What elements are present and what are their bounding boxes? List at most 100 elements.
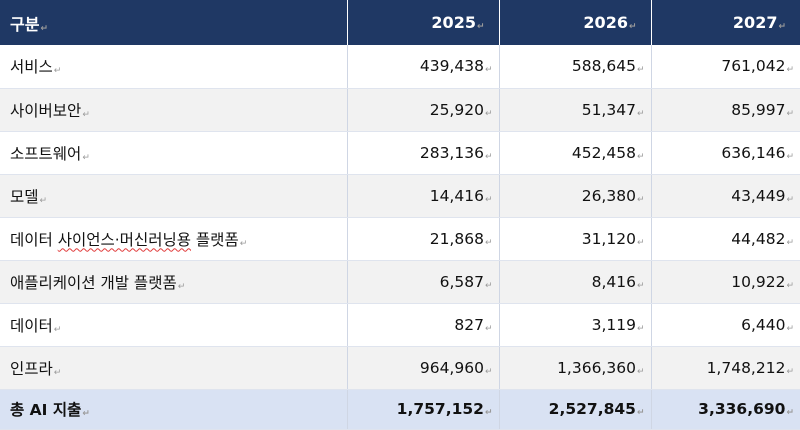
cell-value: 10,922 [731, 272, 786, 291]
paragraph-mark-icon: ↵ [636, 408, 645, 418]
cell-value: 21,868 [429, 229, 484, 248]
table-row: 사이버보안↵ 25,920↵ 51,347↵ 85,997↵ [0, 88, 800, 132]
total-label: 총 AI 지출↵ [0, 389, 348, 430]
paragraph-mark-icon: ↵ [636, 108, 645, 119]
table-row: 인프라↵ 964,960↵ 1,366,360↵ 1,748,212↵ [0, 346, 800, 390]
paragraph-mark-icon: ↵ [39, 195, 48, 206]
paragraph-mark-icon: ↵ [239, 238, 248, 249]
paragraph-mark-icon: ↵ [636, 280, 645, 291]
paragraph-mark-icon: ↵ [53, 324, 62, 335]
row-label: 데이터 사이언스·머신러닝용 플랫폼↵ [0, 217, 348, 261]
row-label-text: 인프라 [10, 359, 53, 378]
cell-value: 1,748,212 [706, 358, 786, 377]
cell-value: 8,416 [591, 272, 636, 291]
total-value: 3,336,690 [698, 400, 786, 418]
cell-value: 51,347 [581, 100, 636, 119]
paragraph-mark-icon: ↵ [484, 280, 493, 291]
paragraph-mark-icon: ↵ [82, 152, 90, 163]
cell-2025: 21,868↵ [347, 217, 500, 261]
paragraph-mark-icon: ↵ [484, 151, 493, 162]
row-label: 데이터↵ [0, 303, 348, 347]
cell-value: 26,380 [581, 186, 636, 205]
header-year-text: 2027 [732, 13, 778, 32]
row-label-text: 서비스 [10, 58, 53, 77]
cell-2025: 283,136↵ [347, 131, 500, 175]
table-body: 서비스↵ 439,438↵ 588,645↵ 761,042↵ 사이버보안↵ 2… [0, 45, 800, 430]
paragraph-mark-icon: ↵ [786, 408, 794, 418]
cell-value: 1,366,360 [557, 358, 636, 377]
cell-2026: 26,380↵ [499, 174, 652, 218]
cell-2026: 51,347↵ [499, 88, 652, 132]
cell-2027: 43,449↵ [651, 174, 800, 218]
paragraph-mark-icon: ↵ [786, 366, 794, 377]
cell-value: 761,042 [721, 57, 786, 76]
cell-value: 827 [454, 315, 484, 334]
cell-2026: 1,366,360↵ [499, 346, 652, 390]
cell-value: 3,119 [591, 315, 636, 334]
paragraph-mark-icon: ↵ [786, 65, 794, 76]
paragraph-mark-icon: ↵ [484, 194, 493, 205]
paragraph-mark-icon: ↵ [484, 237, 493, 248]
cell-2025: 439,438↵ [347, 45, 500, 89]
cell-2026: 3,119↵ [499, 303, 652, 347]
row-label: 사이버보안↵ [0, 88, 348, 132]
cell-value: 6,440 [741, 315, 786, 334]
cell-2027: 85,997↵ [651, 88, 800, 132]
row-label: 모델↵ [0, 174, 348, 218]
total-value: 2,527,845 [548, 400, 636, 418]
cell-2026: 8,416↵ [499, 260, 652, 304]
row-label: 인프라↵ [0, 346, 348, 390]
cell-value: 85,997 [731, 100, 786, 119]
paragraph-mark-icon: ↵ [786, 151, 794, 162]
cell-2025: 964,960↵ [347, 346, 500, 390]
paragraph-mark-icon: ↵ [53, 66, 62, 77]
cell-value: 439,438 [419, 57, 484, 76]
paragraph-mark-icon: ↵ [636, 65, 645, 76]
paragraph-mark-icon: ↵ [484, 408, 493, 418]
paragraph-mark-icon: ↵ [484, 65, 493, 76]
paragraph-mark-icon: ↵ [778, 22, 786, 32]
row-label-text: 데이터 [10, 230, 58, 249]
cell-2027: 10,922↵ [651, 260, 800, 304]
cell-2027: 44,482↵ [651, 217, 800, 261]
paragraph-mark-icon: ↵ [636, 323, 645, 334]
header-row: 구분↵ 2025↵ 2026↵ 2027↵ [0, 0, 800, 45]
paragraph-mark-icon: ↵ [82, 109, 90, 120]
cell-2025: 6,587↵ [347, 260, 500, 304]
total-value: 1,757,152 [396, 400, 484, 418]
row-label-text: 모델 [10, 187, 39, 206]
paragraph-mark-icon: ↵ [786, 108, 794, 119]
row-label-text: 사이버보안 [10, 101, 82, 120]
header-year-2025: 2025↵ [347, 0, 500, 45]
cell-value: 452,458 [571, 143, 636, 162]
cell-value: 44,482 [731, 229, 786, 248]
cell-2027: 761,042↵ [651, 45, 800, 89]
cell-value: 31,120 [581, 229, 636, 248]
paragraph-mark-icon: ↵ [40, 23, 48, 34]
table-row: 모델↵ 14,416↵ 26,380↵ 43,449↵ [0, 174, 800, 218]
cell-2027: 6,440↵ [651, 303, 800, 347]
row-label-text: 데이터 [10, 316, 53, 335]
cell-2026: 31,120↵ [499, 217, 652, 261]
cell-2025: 827↵ [347, 303, 500, 347]
row-label-text: 플랫폼 [191, 230, 239, 249]
header-category: 구분↵ [0, 0, 348, 45]
paragraph-mark-icon: ↵ [786, 323, 794, 334]
table-header: 구분↵ 2025↵ 2026↵ 2027↵ [0, 0, 800, 45]
paragraph-mark-icon: ↵ [636, 194, 645, 205]
paragraph-mark-icon: ↵ [786, 280, 794, 291]
paragraph-mark-icon: ↵ [636, 151, 645, 162]
header-category-text: 구분 [10, 14, 40, 34]
paragraph-mark-icon: ↵ [53, 367, 62, 378]
cell-value: 283,136 [419, 143, 484, 162]
total-2025: 1,757,152↵ [347, 389, 500, 430]
paragraph-mark-icon: ↵ [484, 108, 493, 119]
table-row: 데이터↵ 827↵ 3,119↵ 6,440↵ [0, 303, 800, 347]
cell-2027: 1,748,212↵ [651, 346, 800, 390]
paragraph-mark-icon: ↵ [82, 409, 90, 419]
table-row: 데이터 사이언스·머신러닝용 플랫폼↵ 21,868↵ 31,120↵ 44,4… [0, 217, 800, 261]
paragraph-mark-icon: ↵ [177, 281, 186, 292]
paragraph-mark-icon: ↵ [628, 22, 637, 32]
paragraph-mark-icon: ↵ [786, 237, 794, 248]
cell-value: 25,920 [429, 100, 484, 119]
